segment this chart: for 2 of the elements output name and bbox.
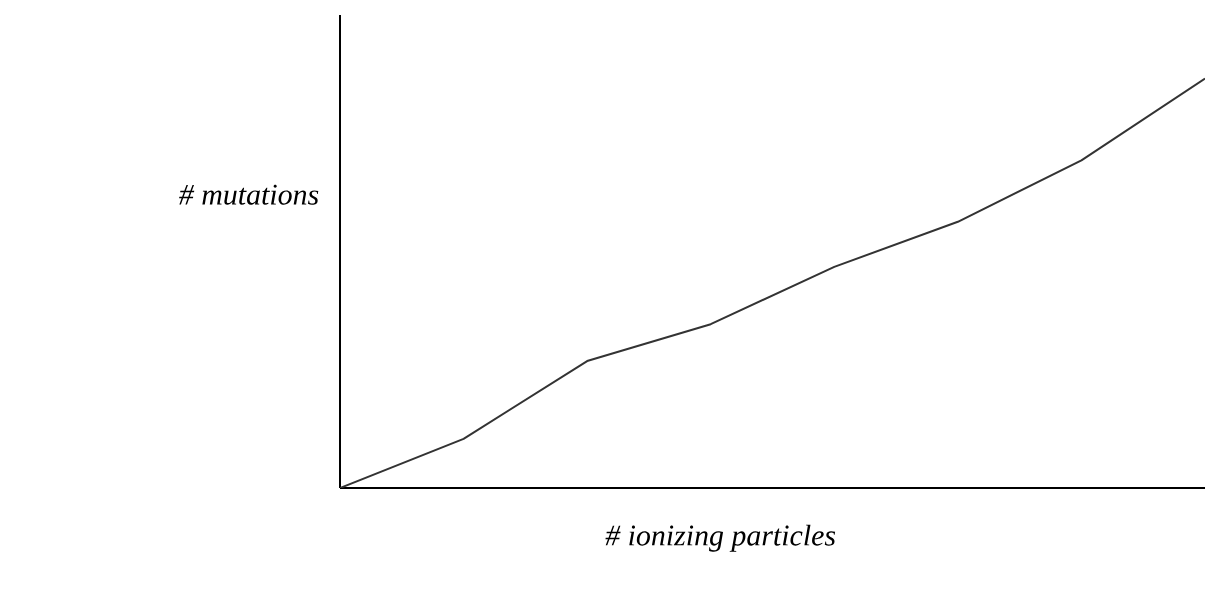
y-axis-title: # mutations	[179, 184, 319, 205]
x-axis-title: # ionizing particles	[605, 524, 836, 552]
